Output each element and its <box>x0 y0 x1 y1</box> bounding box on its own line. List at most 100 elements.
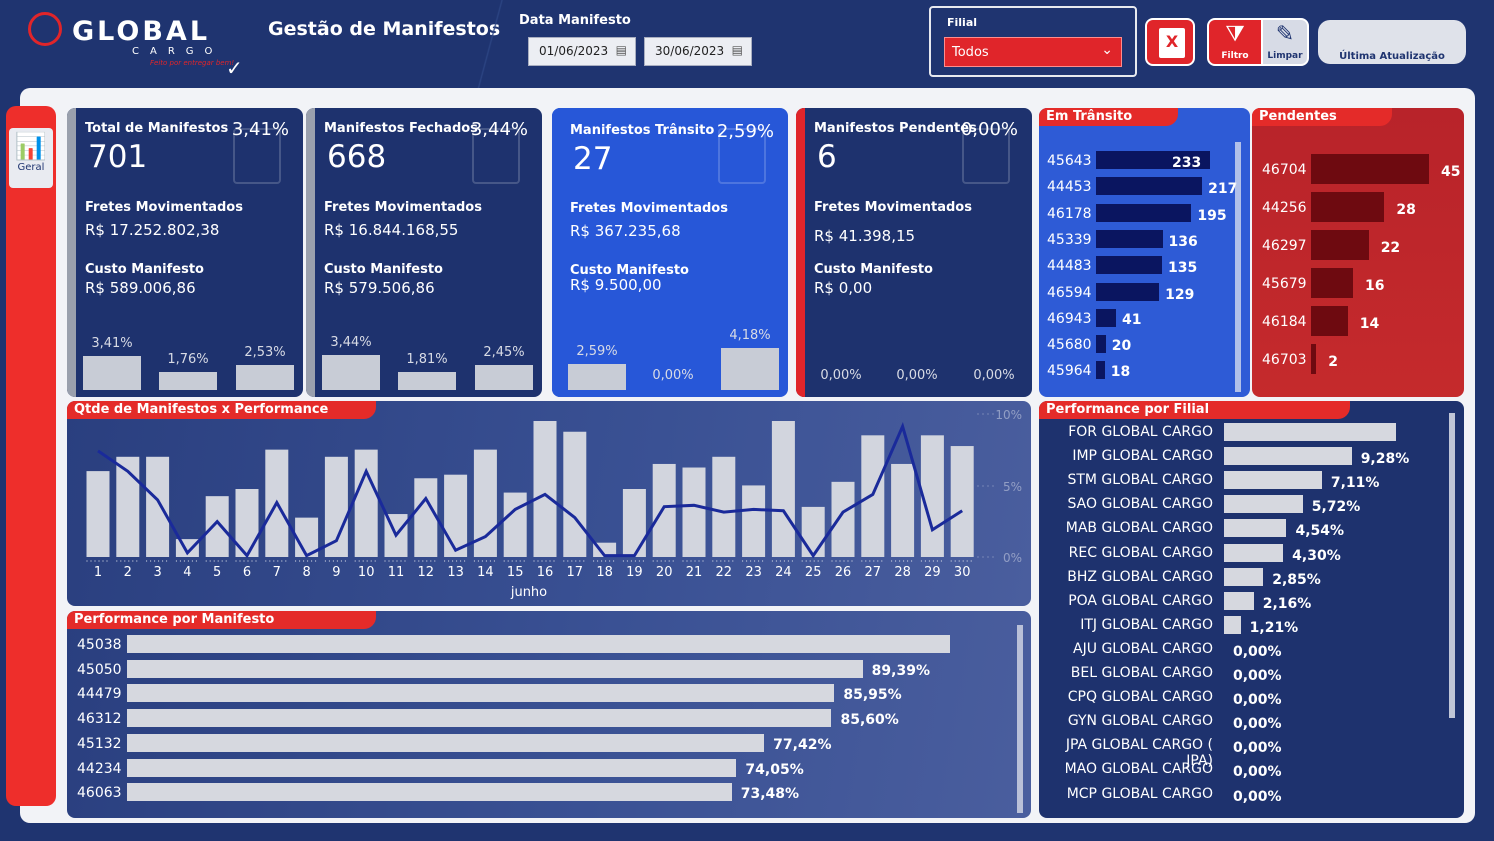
filial-value: 0,00% <box>1233 740 1282 757</box>
transit-bar <box>1096 177 1203 196</box>
combo-chart-svg: 10%5%0%1 2 3 4 5 6 7 8 9 10 11 12 13 14 15 16 17 18 19 20 21… <box>86 408 1022 600</box>
pendente-bar <box>1311 192 1385 222</box>
pendente-bar <box>1311 154 1429 184</box>
x-tick-label: 13 <box>447 565 464 580</box>
pendente-id: 46704 <box>1262 162 1307 178</box>
export-excel-button[interactable]: X <box>1145 18 1195 66</box>
bar-day <box>920 435 944 557</box>
transit-id: 46178 <box>1047 205 1092 222</box>
x-tick-label: 21 <box>686 565 703 580</box>
x-tick-label: 22 <box>716 565 733 580</box>
scrollbar[interactable] <box>1235 142 1241 392</box>
mini-bar-label: 0,00% <box>896 368 938 383</box>
x-tick-label: 4 <box>183 565 191 580</box>
manifesto-id: 45038 <box>77 637 122 653</box>
date-start-input[interactable]: 01/06/2023 ▤ <box>528 37 636 66</box>
manifesto-bar <box>127 635 950 653</box>
filter-button[interactable]: ⧩ Filtro <box>1207 18 1263 66</box>
filial-name: FOR GLOBAL CARGO <box>1068 424 1213 440</box>
filial-value: 4,30% <box>1292 547 1341 564</box>
filial-label: Filial <box>947 16 978 29</box>
filial-bar <box>1224 615 1241 634</box>
filial-value: 0,00% <box>1233 692 1282 709</box>
x-tick-label: 16 <box>537 565 554 580</box>
fretes-label: Fretes Movimentados <box>570 201 728 216</box>
transit-value: 233 <box>1172 155 1202 171</box>
calendar-icon[interactable]: ▤ <box>615 43 627 57</box>
transit-value: 217 <box>1208 181 1238 198</box>
chart-icon: 📊 <box>14 132 48 162</box>
card-title: Manifestos Trânsito <box>570 123 715 138</box>
mini-bar-label: 4,18% <box>729 328 771 343</box>
tab-geral[interactable]: 📊 Geral <box>9 128 53 188</box>
x-tick-label: 2 <box>124 565 132 580</box>
calendar-icon[interactable]: ▤ <box>731 43 743 57</box>
mini-bar <box>322 355 380 390</box>
mini-bar <box>159 372 217 390</box>
clear-button[interactable]: ✎ Limpar <box>1261 18 1309 66</box>
kpi-card: Manifestos Pendentes 0,00% 6 Fretes Movimen… <box>796 108 1032 397</box>
excel-icon: X <box>1159 28 1185 58</box>
pendente-id: 46297 <box>1262 238 1307 254</box>
card-count: 27 <box>573 141 613 177</box>
y2-tick-label: 0% <box>1003 551 1022 565</box>
logo-main-text: GLOBAL <box>72 16 211 47</box>
filial-name: JPA GLOBAL CARGO ( JPA) <box>1065 737 1213 770</box>
bar-day <box>891 463 915 557</box>
bar-day <box>742 485 766 557</box>
filial-selected-value: Todos <box>952 45 989 60</box>
mini-bar <box>475 365 533 390</box>
filial-name: GYN GLOBAL CARGO <box>1067 713 1213 730</box>
manifesto-id: 44234 <box>77 760 122 777</box>
mini-bar-label: 2,45% <box>483 345 525 361</box>
manifesto-id: 45132 <box>77 735 122 752</box>
filial-name: ITJ GLOBAL CARGO <box>1080 616 1213 633</box>
x-tick-label: 19 <box>626 565 643 580</box>
bar-day <box>116 456 140 557</box>
manifesto-bar <box>127 783 732 802</box>
transit-value: 195 <box>1197 207 1227 224</box>
filial-select[interactable]: Todos ⌄ <box>944 37 1122 67</box>
fretes-label: Fretes Movimentados <box>85 200 243 215</box>
bar-day <box>414 478 438 557</box>
mini-bar <box>568 363 626 390</box>
date-end-input[interactable]: 30/06/2023 ▤ <box>644 37 752 66</box>
transit-bar <box>1096 282 1160 301</box>
x-axis-label: junho <box>510 585 547 600</box>
performance-line <box>97 422 964 559</box>
transit-bar <box>1096 308 1117 327</box>
bar-day <box>146 456 170 557</box>
mini-bar-label: 0,00% <box>652 368 694 383</box>
fretes-label: Fretes Movimentados <box>324 200 482 215</box>
fretes-value: R$ 16.844.168,55 <box>324 221 459 239</box>
pendente-id: 46184 <box>1262 314 1307 330</box>
scrollbar[interactable] <box>1449 413 1455 718</box>
custo-label: Custo Manifesto <box>814 262 933 277</box>
transit-id: 46943 <box>1047 310 1092 327</box>
mini-bar <box>83 355 141 390</box>
kpi-card: Manifestos Fechados 3,44% 668 Fretes Movime… <box>306 108 542 397</box>
filial-bar <box>1224 519 1287 538</box>
date-label: Data Manifesto <box>519 13 631 28</box>
filial-name: BHZ GLOBAL CARGO <box>1067 568 1213 585</box>
transit-id: 44483 <box>1047 258 1092 275</box>
manifesto-bar <box>127 659 863 678</box>
manifesto-value: 73,48% <box>740 786 800 803</box>
page-title: Gestão de Manifestos <box>268 18 501 40</box>
bar-day <box>503 492 527 557</box>
mini-bar-label: 1,76% <box>167 352 209 367</box>
x-tick-label: 27 <box>865 565 882 580</box>
x-tick-label: 8 <box>302 565 310 580</box>
filial-name: SAO GLOBAL CARGO <box>1067 496 1214 513</box>
kpi-card: Total de Manifestos 3,41% 701 Fretes Movime… <box>67 108 303 397</box>
card-count: 668 <box>327 139 387 175</box>
document-icon <box>962 128 1010 184</box>
x-tick-label: 7 <box>273 565 281 580</box>
x-tick-label: 5 <box>213 565 221 580</box>
filial-value: 0,00% <box>1233 716 1282 733</box>
filial-value: 2,16% <box>1262 595 1312 612</box>
scrollbar[interactable] <box>1017 625 1023 813</box>
logo-icon <box>28 12 62 46</box>
x-tick-label: 29 <box>924 565 941 580</box>
y2-tick-label: 10% <box>995 408 1022 422</box>
